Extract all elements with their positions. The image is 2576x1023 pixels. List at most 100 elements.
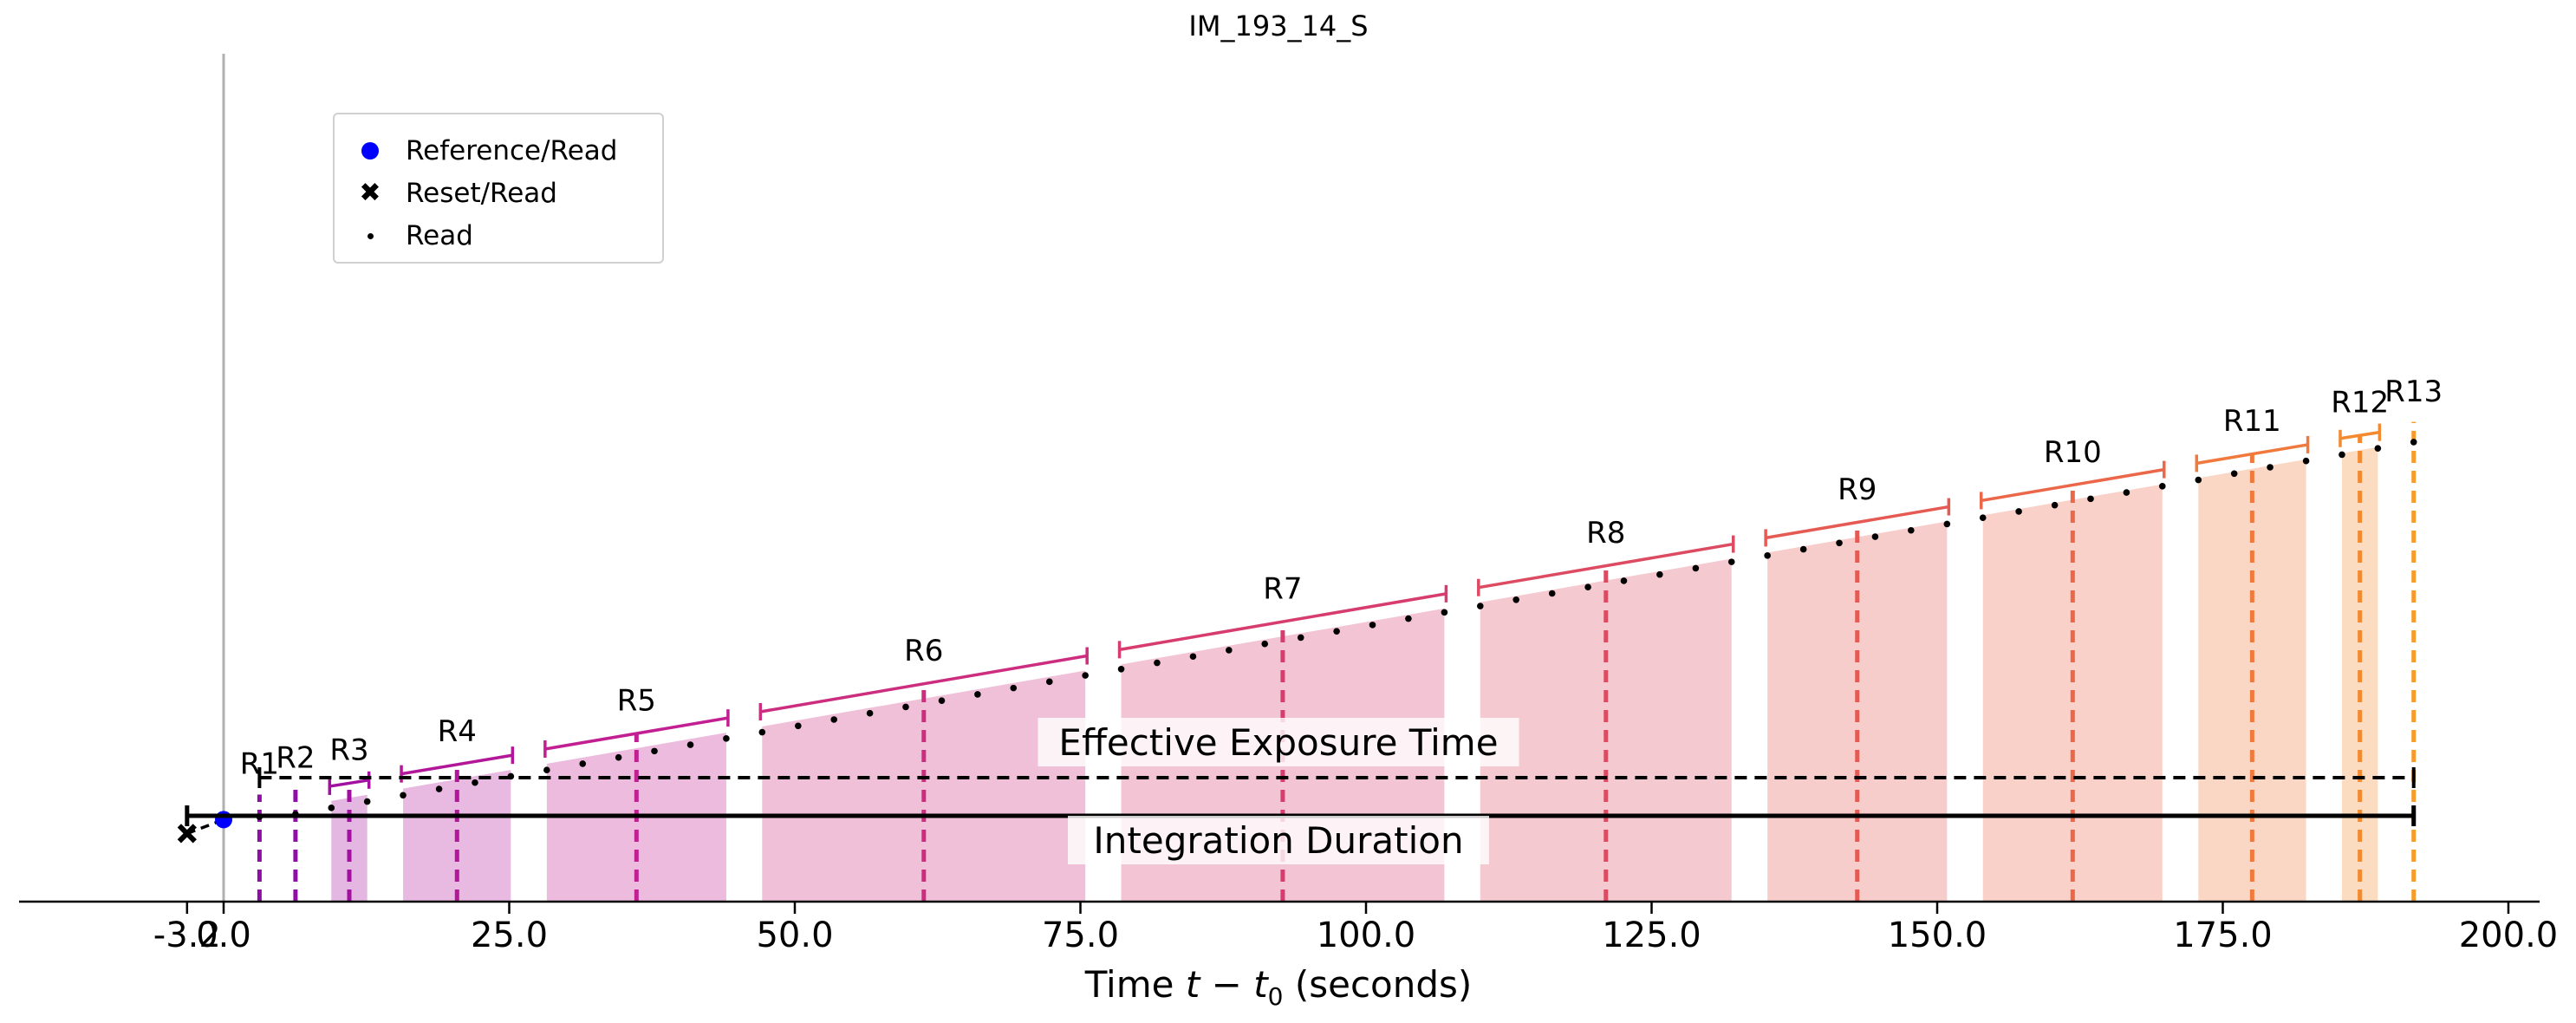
read-point (686, 741, 694, 748)
legend-label: Read (406, 220, 473, 251)
x-tick-label: 200.0 (2459, 915, 2559, 955)
resultant-label: R2 (276, 740, 315, 775)
read-point (2339, 451, 2345, 459)
resultant-label: R13 (2384, 375, 2443, 409)
read-point (2015, 508, 2022, 515)
resultant-bracket (1478, 542, 1734, 590)
read-point (615, 753, 622, 761)
read-point (472, 779, 478, 786)
read-point (938, 697, 946, 704)
x-tick-label: 175.0 (2173, 915, 2273, 955)
read-point (1871, 533, 1879, 540)
read-point (2087, 495, 2094, 503)
read-point (1799, 545, 1807, 553)
read-point (1226, 647, 1233, 654)
read-point (363, 798, 371, 805)
read-point (1764, 552, 1771, 559)
x-tick-label: 0.0 (196, 915, 251, 955)
read-point (1369, 622, 1376, 629)
read-point (2302, 457, 2310, 465)
read-point (723, 735, 730, 742)
read-point (2410, 439, 2417, 446)
read-point (1441, 609, 1448, 616)
read-point (1154, 659, 1161, 667)
read-point (2123, 489, 2130, 496)
read-point (1943, 520, 1951, 528)
legend-entry-reset: ✖ Reset/Read (335, 176, 557, 211)
read-point (1584, 583, 1591, 591)
x-tick-label: 50.0 (756, 915, 833, 955)
x-axis: -3.20.0 25.0 50.0 75.0 100.0 125.0 150.0 175.0 2… (19, 900, 2559, 955)
x-tick-label: 125.0 (1602, 915, 1701, 955)
read-point (902, 703, 909, 711)
small-dot-icon (367, 232, 374, 239)
effective-exposure-label-group: Effective Exposure Time (1038, 718, 1519, 766)
read-point (974, 691, 981, 698)
read-point (579, 760, 587, 767)
resultant-bracket (1765, 505, 1949, 540)
resultant-bracket (400, 753, 513, 776)
read-point (1620, 577, 1628, 584)
x-tick-label: 100.0 (1317, 915, 1416, 955)
read-point (2195, 476, 2202, 484)
x-tick-label: -3.2 (153, 915, 221, 955)
read-point (435, 785, 443, 792)
resultant-label: R3 (329, 733, 368, 768)
resultant-bracket (1981, 467, 2165, 503)
legend: Reference/Read ✖ Reset/Read Read (333, 113, 664, 264)
read-point (328, 805, 335, 811)
legend-entry-read: Read (335, 218, 473, 253)
read-point (2374, 445, 2382, 452)
resultant-span (331, 794, 368, 902)
read-point (2267, 464, 2274, 471)
resultant-label: R10 (2044, 435, 2102, 470)
read-point (2230, 470, 2238, 478)
read-point (758, 728, 766, 736)
read-point (1045, 678, 1053, 686)
read-point (2051, 501, 2059, 509)
read-point (1477, 603, 1484, 609)
integration-duration-label-group: Integration Duration (1068, 816, 1489, 864)
read-point (400, 792, 407, 799)
duration-bars: Effective Exposure Time Integration Durat… (185, 718, 2417, 864)
read-point (1333, 628, 1340, 635)
read-point (651, 747, 658, 755)
read-point (1692, 564, 1700, 572)
legend-label: Reset/Read (406, 178, 557, 209)
resultant-label: R7 (1263, 571, 1302, 606)
resultant-bracket (329, 779, 369, 788)
read-point (830, 716, 838, 723)
read-point (1908, 526, 1915, 534)
resultant-bracket (2196, 443, 2308, 466)
read-point (1512, 596, 1519, 603)
x-axis-label: Time t − t0 (seconds) (1084, 963, 1473, 1011)
x-mark-icon: ✖ (359, 178, 381, 208)
resultant-bracket (1119, 592, 1447, 652)
read-point (1405, 615, 1412, 622)
resultant-span (762, 670, 1086, 902)
read-point (1979, 514, 1987, 521)
resultant-label: R4 (438, 714, 477, 749)
x-tick-label: 75.0 (1042, 915, 1119, 955)
reference-read-point (215, 811, 232, 829)
read-point (2158, 483, 2166, 490)
resultant-bracket (2339, 430, 2380, 440)
integration-duration-label: Integration Duration (1093, 819, 1463, 862)
integration-duration-label-box (1068, 816, 1489, 864)
read-point (1297, 634, 1304, 642)
read-point (1836, 539, 1843, 547)
resultant-label: R11 (2223, 404, 2281, 439)
effective-exposure-label: Effective Exposure Time (1058, 721, 1498, 764)
legend-entry-reference: Reference/Read (335, 134, 617, 168)
read-point (1727, 558, 1735, 565)
read-point (866, 709, 874, 717)
read-point (795, 722, 802, 730)
resultant-label: R9 (1838, 472, 1877, 507)
legend-label: Reference/Read (406, 135, 618, 166)
resultant-label: R5 (617, 683, 656, 718)
chart-title: IM_193_14_S (1188, 10, 1368, 42)
resultant-label: R6 (904, 634, 943, 668)
read-point (1117, 665, 1125, 673)
